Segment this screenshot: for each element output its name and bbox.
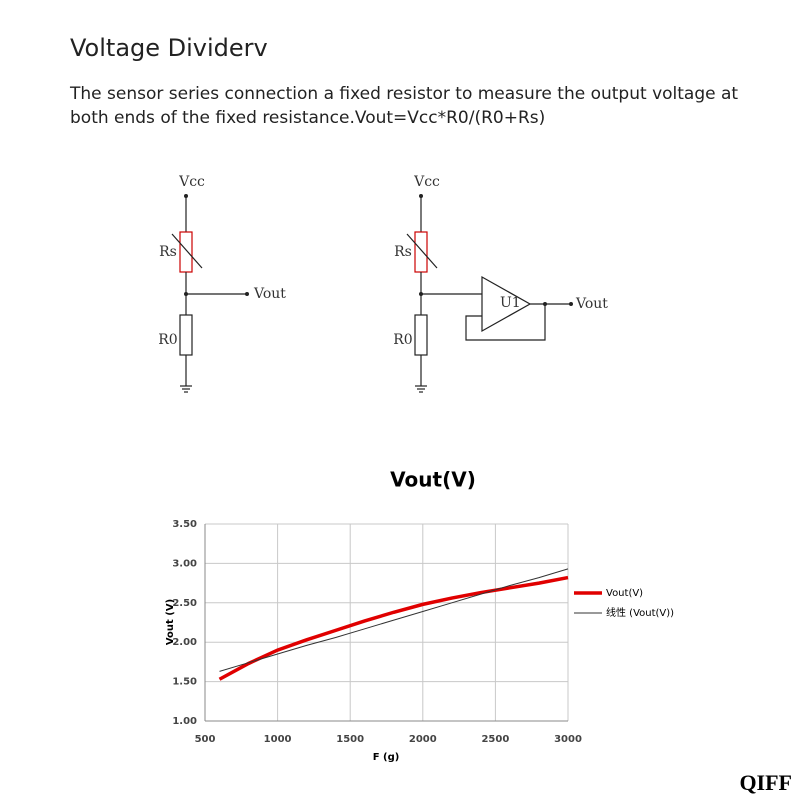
description: The sensor series connection a fixed res… [70, 84, 739, 128]
legend-label: 线性 (Vout(V)) [606, 606, 674, 619]
opamp [481, 275, 532, 333]
x-tick-label: 3000 [554, 734, 582, 745]
label: R0 [393, 332, 412, 348]
chart-title: Vout(V) [390, 468, 476, 492]
node [245, 292, 249, 296]
x-tick-label: 1000 [264, 734, 292, 745]
series-line [219, 568, 569, 672]
resistor [414, 314, 428, 356]
label: Vout [253, 286, 286, 302]
y-tick-label: 2.50 [172, 598, 197, 609]
node [543, 302, 547, 306]
label: Vcc [178, 174, 205, 190]
circuits: Vcc Rs Vout R0 Vcc Rs U1 Vout R0 [158, 174, 608, 393]
circuit-left: Vcc Rs Vout R0 [158, 174, 286, 393]
watermark: QIFF [739, 770, 792, 795]
x-axis-label: F (g) [373, 752, 400, 763]
legend-label: Vout(V) [606, 588, 643, 599]
label: U1 [500, 295, 521, 311]
resistor [179, 314, 193, 356]
label: Vcc [413, 174, 440, 190]
sensor-arrow [406, 233, 438, 269]
feedback [465, 303, 546, 341]
series-line [218, 575, 569, 681]
x-tick-label: 500 [195, 734, 216, 745]
circuit-right: Vcc Rs U1 Vout R0 [393, 174, 608, 393]
x-tick-label: 2500 [481, 734, 509, 745]
y-tick-label: 3.50 [172, 519, 197, 530]
y-tick-label: 1.00 [172, 716, 197, 727]
label: R0 [158, 332, 177, 348]
sensor [414, 231, 428, 273]
y-tick-label: 1.50 [172, 677, 197, 688]
node [569, 302, 573, 306]
x-tick-label: 2000 [409, 734, 437, 745]
y-axis-label: Vout (V) [165, 599, 176, 645]
label: Rs [159, 244, 177, 260]
sensor-arrow [171, 233, 203, 269]
sensor [179, 231, 193, 273]
title: Voltage Dividerv [70, 34, 268, 62]
label: Rs [394, 244, 412, 260]
y-tick-label: 3.00 [172, 558, 197, 569]
label: Vout [575, 296, 608, 312]
y-tick-label: 2.00 [172, 637, 197, 648]
x-tick-label: 1500 [336, 734, 364, 745]
